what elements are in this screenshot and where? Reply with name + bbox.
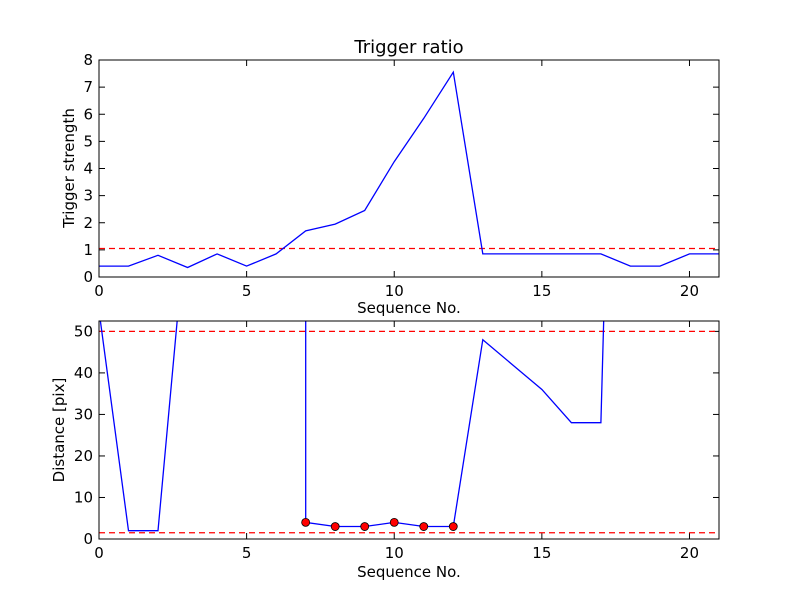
y-tick-label: 50	[74, 322, 93, 340]
chart-bottom-threshold-lines	[99, 330, 719, 534]
y-tick-label: 40	[74, 364, 93, 382]
chart-top-x-ticks: 0 5 10 15 20	[94, 60, 699, 300]
x-tick-label: 20	[680, 544, 699, 562]
y-tick-label: 1	[83, 241, 93, 259]
x-tick-label: 20	[680, 282, 699, 300]
y-tick-label: 20	[74, 447, 93, 465]
y-tick-label: 2	[83, 214, 93, 232]
data-point-marker	[360, 522, 370, 531]
chart-top-x-label: Sequence No.	[357, 299, 461, 317]
chart-bottom-x-ticks: 0 5 10 15 20	[94, 321, 699, 562]
x-tick-label: 5	[242, 282, 252, 300]
x-tick-label: 0	[94, 282, 104, 300]
y-tick-label: 0	[83, 268, 93, 286]
y-tick-label: 6	[83, 105, 93, 123]
chart-top-y-label: Trigger strength	[60, 108, 78, 229]
x-tick-label: 0	[94, 544, 104, 562]
y-tick-label: 10	[74, 488, 93, 506]
y-tick-label: 3	[83, 187, 93, 205]
y-tick-label: 30	[74, 405, 93, 423]
chart-top-frame	[98, 59, 720, 278]
y-tick-label: 7	[83, 78, 93, 96]
y-tick-label: 4	[83, 160, 93, 178]
x-tick-label: 10	[385, 282, 404, 300]
x-tick-label: 15	[532, 544, 551, 562]
y-tick-label: 8	[83, 51, 93, 69]
data-point-marker	[389, 517, 399, 527]
x-tick-label: 5	[242, 544, 252, 562]
chart-bottom-y-ticks: 0 10 20 30 40 50	[74, 322, 719, 548]
chart-bottom: 0 10 20 30 40 50 0 5 10 15 20 Sequence No. Distan…	[50, 320, 720, 581]
x-tick-label: 15	[532, 282, 551, 300]
data-point-marker	[419, 522, 429, 531]
data-point-marker	[301, 517, 311, 527]
chart-top-title: Trigger ratio	[353, 37, 463, 58]
y-tick-label: 0	[83, 530, 93, 548]
chart-bottom-markers	[301, 517, 458, 531]
x-tick-label: 10	[385, 544, 404, 562]
y-tick-label: 5	[83, 132, 93, 150]
data-point-marker	[330, 522, 340, 531]
chart-top-y-ticks: 0 1 2 3 4 5 6 7 8	[83, 51, 719, 286]
chart-bottom-x-label: Sequence No.	[357, 563, 461, 581]
chart-bottom-frame	[98, 320, 720, 540]
chart-top: Trigger ratio 0 1 2 3 4 5 6 7 8 0 5 10 15 20 Sequenc…	[60, 37, 720, 317]
data-point-marker	[448, 522, 458, 531]
chart-bottom-y-label: Distance [pix]	[50, 378, 68, 483]
chart-top-series-line	[99, 70, 719, 269]
